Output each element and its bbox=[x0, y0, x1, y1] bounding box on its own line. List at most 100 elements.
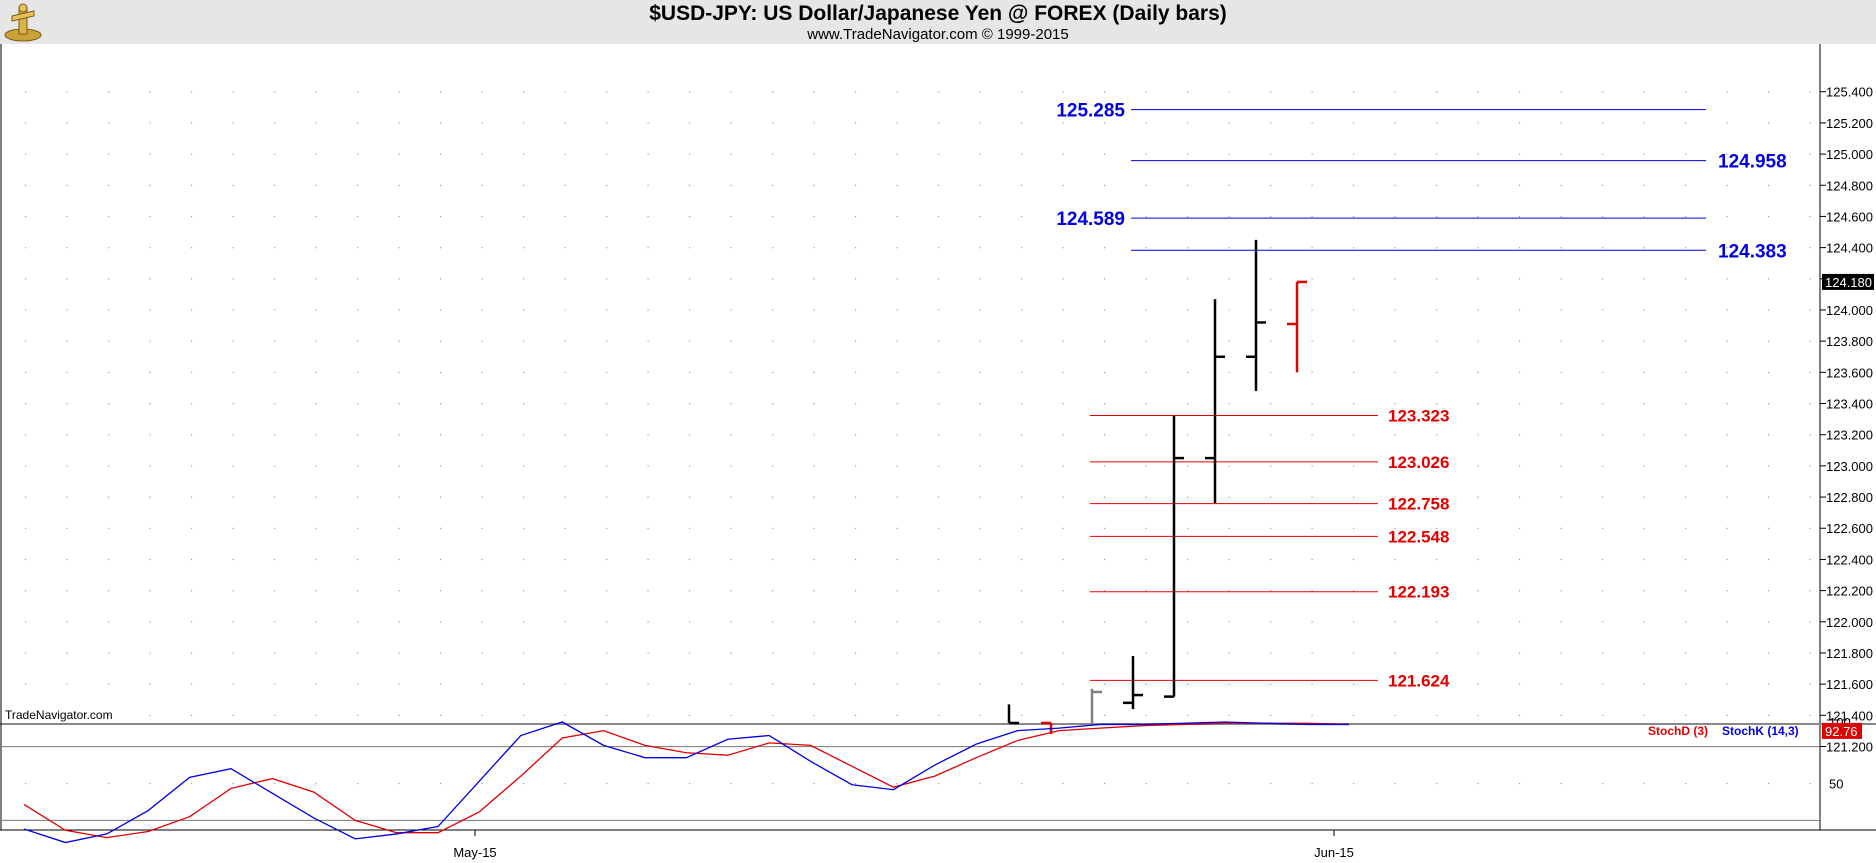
grid-dot bbox=[938, 652, 940, 654]
grid-dot bbox=[564, 122, 566, 124]
grid-dot bbox=[66, 590, 68, 592]
grid-dot bbox=[315, 247, 317, 249]
grid-dot bbox=[274, 184, 276, 186]
grid-dot bbox=[108, 153, 110, 155]
price-axis-label: 125.200 bbox=[1826, 116, 1873, 131]
grid-dot bbox=[564, 215, 566, 218]
grid-dot bbox=[315, 371, 317, 374]
grid-dot bbox=[1353, 371, 1355, 374]
grid-dot bbox=[523, 527, 525, 529]
grid-dot bbox=[689, 714, 691, 717]
grid-dot bbox=[647, 783, 649, 785]
grid-dot bbox=[855, 621, 857, 623]
grid-dot bbox=[398, 122, 400, 124]
grid-dot bbox=[647, 122, 649, 124]
grid-dot bbox=[606, 434, 608, 436]
grid-dot bbox=[66, 652, 68, 654]
grid-dot bbox=[1187, 184, 1189, 186]
grid-dot bbox=[1602, 783, 1604, 785]
grid-dot bbox=[1685, 309, 1687, 311]
grid-dot bbox=[647, 434, 649, 436]
grid-dot bbox=[191, 434, 193, 436]
grid-dot bbox=[772, 309, 774, 311]
grid-dot bbox=[108, 434, 110, 436]
grid-dot bbox=[647, 184, 649, 186]
grid-dot bbox=[979, 496, 981, 498]
grid-dot bbox=[1519, 91, 1521, 93]
grid-dot bbox=[1021, 340, 1023, 342]
grid-dot bbox=[191, 278, 193, 280]
grid-dot bbox=[855, 371, 857, 374]
grid-dot bbox=[357, 340, 359, 342]
grid-dot bbox=[25, 371, 27, 374]
grid-dot bbox=[1643, 652, 1645, 654]
grid-dot bbox=[689, 371, 691, 374]
grid-dot bbox=[523, 590, 525, 592]
grid-dot bbox=[1353, 247, 1355, 249]
grid-dot bbox=[25, 527, 27, 529]
grid-dot bbox=[1062, 371, 1064, 374]
grid-dot bbox=[1021, 590, 1023, 592]
grid-dot bbox=[1021, 247, 1023, 249]
grid-dot bbox=[315, 590, 317, 592]
grid-dot bbox=[1145, 652, 1147, 654]
grid-dot bbox=[1104, 465, 1106, 467]
grid-dot bbox=[1768, 309, 1770, 311]
grid-dot bbox=[606, 184, 608, 186]
grid-dot bbox=[1353, 434, 1355, 436]
grid-dot bbox=[232, 683, 234, 685]
grid-dot bbox=[481, 683, 483, 685]
grid-dot bbox=[1643, 714, 1645, 717]
grid-dot bbox=[813, 683, 815, 685]
grid-dot bbox=[1477, 153, 1479, 155]
chart-frame bbox=[0, 44, 1876, 831]
grid-dot bbox=[772, 278, 774, 280]
grid-dot bbox=[523, 215, 525, 218]
grid-dot bbox=[689, 122, 691, 124]
grid-dot bbox=[1062, 153, 1064, 155]
grid-dot bbox=[896, 465, 898, 467]
blue-level-label: 124.958 bbox=[1718, 152, 1787, 173]
grid-dot bbox=[1311, 558, 1313, 561]
grid-dot bbox=[232, 714, 234, 717]
grid-dot bbox=[1394, 496, 1396, 498]
grid-dot bbox=[1560, 434, 1562, 436]
grid-dot bbox=[1602, 434, 1604, 436]
grid-dot bbox=[813, 496, 815, 498]
grid-dot bbox=[1768, 278, 1770, 280]
price-axis-label: 123.000 bbox=[1826, 459, 1873, 474]
grid-dot bbox=[1602, 122, 1604, 124]
grid-dot bbox=[191, 247, 193, 249]
grid-dot bbox=[1021, 122, 1023, 124]
grid-dot bbox=[689, 91, 691, 93]
grid-dot bbox=[896, 340, 898, 342]
grid-dot bbox=[274, 465, 276, 467]
grid-dot bbox=[1228, 215, 1230, 218]
grid-dot bbox=[108, 278, 110, 280]
grid-dot bbox=[232, 558, 234, 561]
blue-level-label: 124.383 bbox=[1718, 241, 1787, 262]
grid-dot bbox=[772, 621, 774, 623]
grid-dot bbox=[274, 340, 276, 342]
grid-dot bbox=[1228, 247, 1230, 249]
grid-dot bbox=[1353, 465, 1355, 467]
grid-dot bbox=[1560, 122, 1562, 124]
grid-dot bbox=[647, 496, 649, 498]
grid-dot bbox=[66, 215, 68, 218]
grid-dot bbox=[1353, 122, 1355, 124]
grid-dot bbox=[1104, 434, 1106, 436]
grid-dot bbox=[730, 371, 732, 374]
grid-dot bbox=[896, 403, 898, 405]
grid-dot bbox=[772, 403, 774, 405]
grid-dot bbox=[1726, 309, 1728, 311]
price-axis-label: 125.400 bbox=[1826, 85, 1873, 100]
grid-dot bbox=[1311, 590, 1313, 592]
grid-dot bbox=[1643, 465, 1645, 467]
grid-dot bbox=[315, 527, 317, 529]
grid-dot bbox=[938, 309, 940, 311]
grid-dot bbox=[481, 434, 483, 436]
grid-dot bbox=[855, 558, 857, 561]
grid-dot bbox=[1145, 153, 1147, 155]
grid-dot bbox=[564, 465, 566, 467]
